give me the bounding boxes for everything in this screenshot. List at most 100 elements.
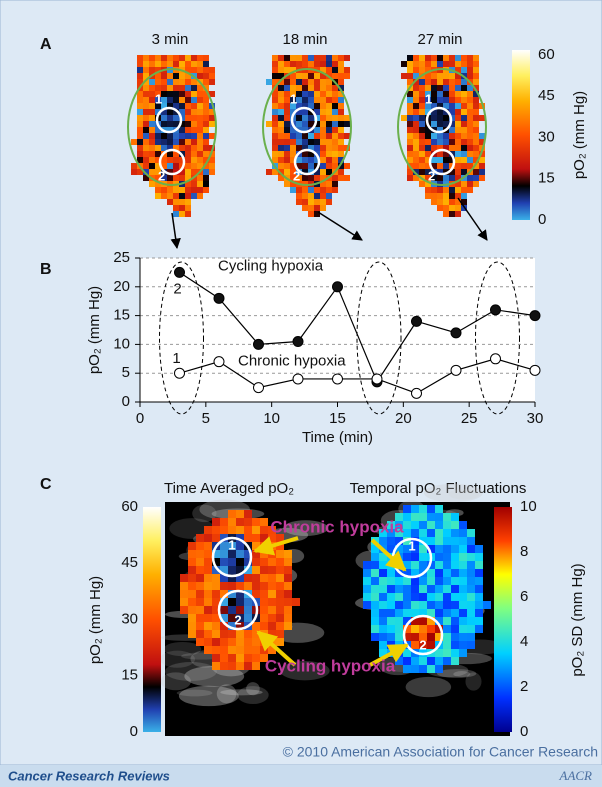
map-pixel: [437, 79, 443, 85]
map-pixel: [302, 163, 308, 169]
map-pixel: [413, 163, 419, 169]
map-pixel: [196, 606, 204, 614]
map-pixel: [308, 133, 314, 139]
map-pixel: [185, 91, 191, 97]
map-pixel: [180, 574, 188, 582]
map-pixel: [284, 151, 290, 157]
pO2-maps: 121212: [128, 55, 486, 217]
map-pixel: [204, 646, 212, 654]
map-pixel: [188, 590, 196, 598]
map-pixel: [326, 157, 332, 163]
map-pixel: [302, 139, 308, 145]
colorbar: [143, 507, 161, 732]
map-pixel: [461, 121, 467, 127]
map-pixel: [437, 175, 443, 181]
anatomy-texture: [449, 489, 480, 500]
map-pixel: [284, 157, 290, 163]
map-pixel: [196, 598, 204, 606]
map-pixel: [475, 553, 483, 561]
map-pixel: [437, 73, 443, 79]
map-pixel: [435, 553, 443, 561]
map-pixel: [197, 193, 203, 199]
map-pixel: [467, 625, 475, 633]
map-pixel: [179, 133, 185, 139]
map-pixel: [179, 199, 185, 205]
map-pixel: [338, 97, 344, 103]
map-pixel: [427, 593, 435, 601]
map-pixel: [467, 175, 473, 181]
map-pixel: [173, 211, 179, 217]
map-pixel: [320, 163, 326, 169]
map-pixel: [278, 115, 284, 121]
map-pixel: [236, 646, 244, 654]
map-pixel: [308, 115, 314, 121]
map-pixel: [167, 73, 173, 79]
x-tick-label: 20: [395, 410, 412, 427]
map-pixel: [473, 73, 479, 79]
map-pixel: [131, 139, 137, 145]
map-pixel: [467, 151, 473, 157]
map-pixel: [326, 199, 332, 205]
map-pixel: [427, 529, 435, 537]
map-pixel: [338, 55, 344, 61]
map-pixel: [326, 163, 332, 169]
map-pixel: [449, 55, 455, 61]
map-pixel: [411, 665, 419, 673]
map-pixel: [191, 115, 197, 121]
map-pixel: [252, 534, 260, 542]
map-pixel: [435, 609, 443, 617]
map-pixel: [467, 609, 475, 617]
map-pixel: [268, 590, 276, 598]
map-pixel: [137, 73, 143, 79]
map-pixel: [435, 569, 443, 577]
map-pixel: [278, 85, 284, 91]
map-pixel: [308, 163, 314, 169]
map-pixel: [475, 577, 483, 585]
map-pixel: [197, 67, 203, 73]
map-pixel: [149, 79, 155, 85]
map-pixel: [179, 193, 185, 199]
map-pixel: [244, 534, 252, 542]
map-pixel: [173, 97, 179, 103]
data-point: [333, 374, 343, 384]
map-pixel: [467, 121, 473, 127]
map-pixel: [290, 187, 296, 193]
map-pixel: [284, 55, 290, 61]
map-pixel: [161, 193, 167, 199]
map-pixel: [155, 55, 161, 61]
map-pixel: [403, 529, 411, 537]
map-pixel: [411, 513, 419, 521]
map-pixel: [326, 193, 332, 199]
map-pixel: [475, 617, 483, 625]
series-label: Cycling hypoxia: [218, 258, 324, 275]
map-pixel: [326, 121, 332, 127]
map-pixel: [425, 79, 431, 85]
map-pixel: [137, 133, 143, 139]
map-pixel: [425, 55, 431, 61]
map-pixel: [443, 187, 449, 193]
map-pixel: [435, 577, 443, 585]
map-pixel: [308, 97, 314, 103]
map-pixel: [137, 151, 143, 157]
map-pixel: [403, 657, 411, 665]
map-pixel: [431, 199, 437, 205]
map-pixel: [185, 133, 191, 139]
map-pixel: [179, 103, 185, 109]
map-pixel: [411, 593, 419, 601]
map-pixel: [338, 109, 344, 115]
map-pixel: [451, 657, 459, 665]
map-pixel: [411, 601, 419, 609]
map-pixel: [413, 145, 419, 151]
map-pixel: [403, 513, 411, 521]
map-pixel: [143, 133, 149, 139]
map-pixel: [479, 163, 485, 169]
map-pixel: [196, 638, 204, 646]
map-pixel: [413, 139, 419, 145]
map-pixel: [236, 526, 244, 534]
map-pixel: [185, 145, 191, 151]
map-pixel: [252, 654, 260, 662]
map-pixel: [228, 654, 236, 662]
map-pixel: [203, 79, 209, 85]
map-pixel: [314, 199, 320, 205]
map-pixel: [203, 73, 209, 79]
